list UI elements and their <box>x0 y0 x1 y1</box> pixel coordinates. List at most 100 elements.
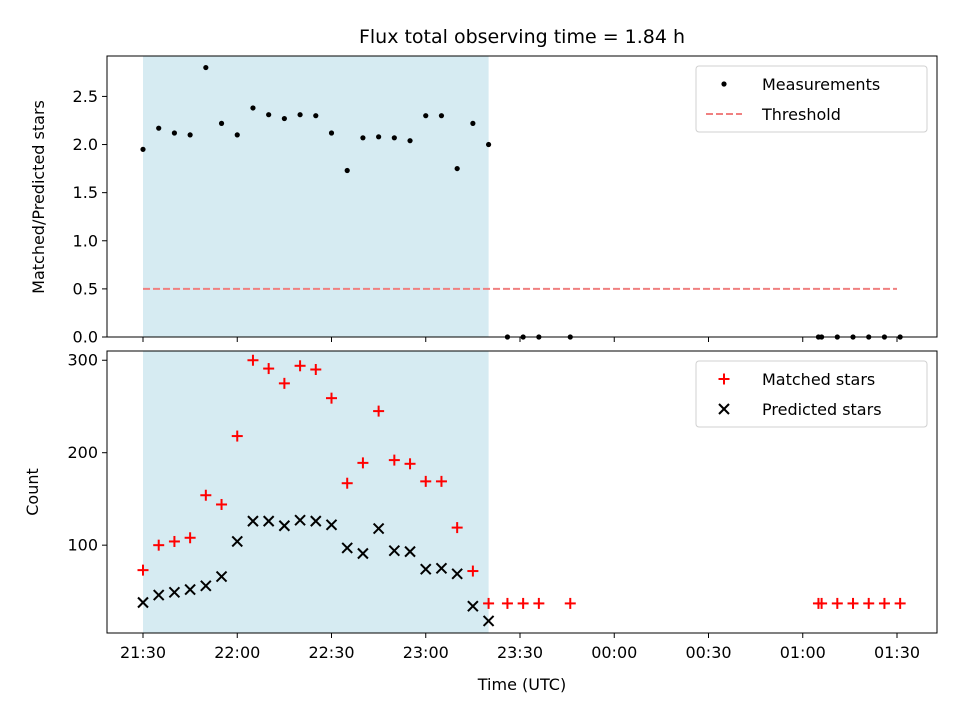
predicted-stars-point <box>278 520 291 532</box>
predicted-stars-point <box>294 514 306 526</box>
predicted-stars-point <box>215 570 228 583</box>
bottom-y-axis-label: Count <box>23 468 42 516</box>
predicted-stars-point <box>200 580 212 592</box>
predicted-stars-point <box>404 545 416 558</box>
measurement-point <box>391 135 397 141</box>
measurement-point <box>504 334 511 340</box>
measurement-point <box>881 334 888 340</box>
measurement-point <box>313 113 319 119</box>
matched-stars-point <box>388 454 400 466</box>
matched-stars-point <box>863 597 875 609</box>
measurement-point <box>520 334 526 340</box>
x-tick-label: 01:00 <box>780 643 826 662</box>
y-tick-label: 0.5 <box>73 279 98 298</box>
matched-stars-point <box>326 392 337 404</box>
y-tick-label: 2.5 <box>73 87 98 106</box>
matched-stars-point <box>247 354 259 366</box>
matched-stars-point <box>231 430 243 442</box>
measurement-point <box>834 334 840 340</box>
predicted-stars-point <box>168 586 181 599</box>
measurement-point <box>344 167 350 174</box>
predicted-stars-point <box>247 515 259 527</box>
legend-measurements-marker <box>721 81 727 87</box>
predicted-stars-point <box>482 615 495 627</box>
measurement-point <box>360 135 366 141</box>
measurement-point <box>536 334 542 340</box>
measurement-point <box>187 132 193 138</box>
x-tick-label: 22:00 <box>214 643 260 662</box>
measurement-point <box>171 130 178 136</box>
measurement-point <box>567 334 573 340</box>
predicted-stars-point <box>451 568 463 580</box>
matched-stars-point <box>847 597 859 609</box>
predicted-stars-point <box>467 600 479 612</box>
matched-stars-point <box>278 377 290 389</box>
matched-stars-point <box>451 522 463 534</box>
predicted-stars-point <box>325 519 338 531</box>
y-tick-label: 0.0 <box>73 328 98 347</box>
matched-stars-point <box>831 597 843 609</box>
matched-stars-point <box>533 597 545 609</box>
y-tick-label: 100 <box>67 536 98 555</box>
measurement-point <box>156 125 162 131</box>
predicted-stars-point <box>310 515 322 527</box>
measurement-point <box>250 105 256 111</box>
matched-stars-point <box>564 597 576 609</box>
predicted-stars-point <box>137 596 149 609</box>
measurement-point <box>218 120 225 126</box>
measurement-point <box>438 113 445 119</box>
predicted-stars-point <box>184 583 196 596</box>
predicted-stars-point <box>341 542 353 554</box>
matched-stars-point <box>420 475 432 487</box>
measurement-point <box>140 146 146 152</box>
legend-predicted-marker <box>718 403 730 415</box>
measurement-point <box>203 64 209 71</box>
legend-frame <box>695 65 928 133</box>
bottom-plot: 100 200 300 21:30 22:00 22:30 23:00 23:30 00:00 0… <box>67 350 938 662</box>
predicted-stars-point <box>357 547 369 560</box>
y-tick-label: 1.5 <box>73 183 98 202</box>
x-tick-label: 23:30 <box>497 643 543 662</box>
predicted-stars-point <box>388 545 401 557</box>
measurement-point <box>423 113 429 119</box>
measurement-point <box>407 138 413 144</box>
predicted-stars-point <box>153 589 165 601</box>
y-tick-label: 300 <box>67 351 98 370</box>
matched-stars-point <box>184 532 196 544</box>
x-tick-label: 00:00 <box>591 643 637 662</box>
measurement-point <box>376 134 382 140</box>
predicted-stars-point <box>372 522 385 535</box>
matched-stars-point <box>357 457 369 469</box>
legend: Measurements Threshold <box>695 65 928 133</box>
top-y-axis-label: Matched/Predicted stars <box>29 100 48 294</box>
matched-stars-point <box>294 360 306 372</box>
measurement-point <box>819 334 825 340</box>
top-plot: 0.0 0.5 1.0 1.5 2.0 2.5 Measurements Threshold <box>73 55 938 347</box>
shaded-span <box>143 351 489 633</box>
measurement-point <box>485 141 492 148</box>
matched-stars-point <box>137 564 149 576</box>
measurement-point <box>850 334 856 340</box>
measurement-point <box>297 112 303 118</box>
matched-stars-point <box>310 363 322 375</box>
matched-stars-point <box>373 405 385 417</box>
measurement-point <box>266 112 272 118</box>
matched-stars-point <box>216 498 228 510</box>
chart-title: Flux total observing time = 1.84 h <box>359 26 685 48</box>
legend: Matched stars Predicted stars <box>695 360 928 428</box>
x-axis-label: Time (UTC) <box>477 675 566 694</box>
plot-frame <box>106 350 938 634</box>
measurement-point <box>234 132 240 138</box>
matched-stars-point <box>404 458 416 470</box>
matched-stars-point <box>517 597 529 609</box>
matched-stars-point <box>483 597 495 609</box>
legend-label: Matched stars <box>762 370 875 389</box>
x-tick-label: 21:30 <box>120 643 166 662</box>
legend-label: Measurements <box>762 75 880 94</box>
matched-stars-point <box>501 597 513 609</box>
y-tick-label: 200 <box>67 443 98 462</box>
legend-frame <box>695 360 928 428</box>
matched-stars-point <box>153 539 165 551</box>
matched-stars-point <box>200 489 212 501</box>
